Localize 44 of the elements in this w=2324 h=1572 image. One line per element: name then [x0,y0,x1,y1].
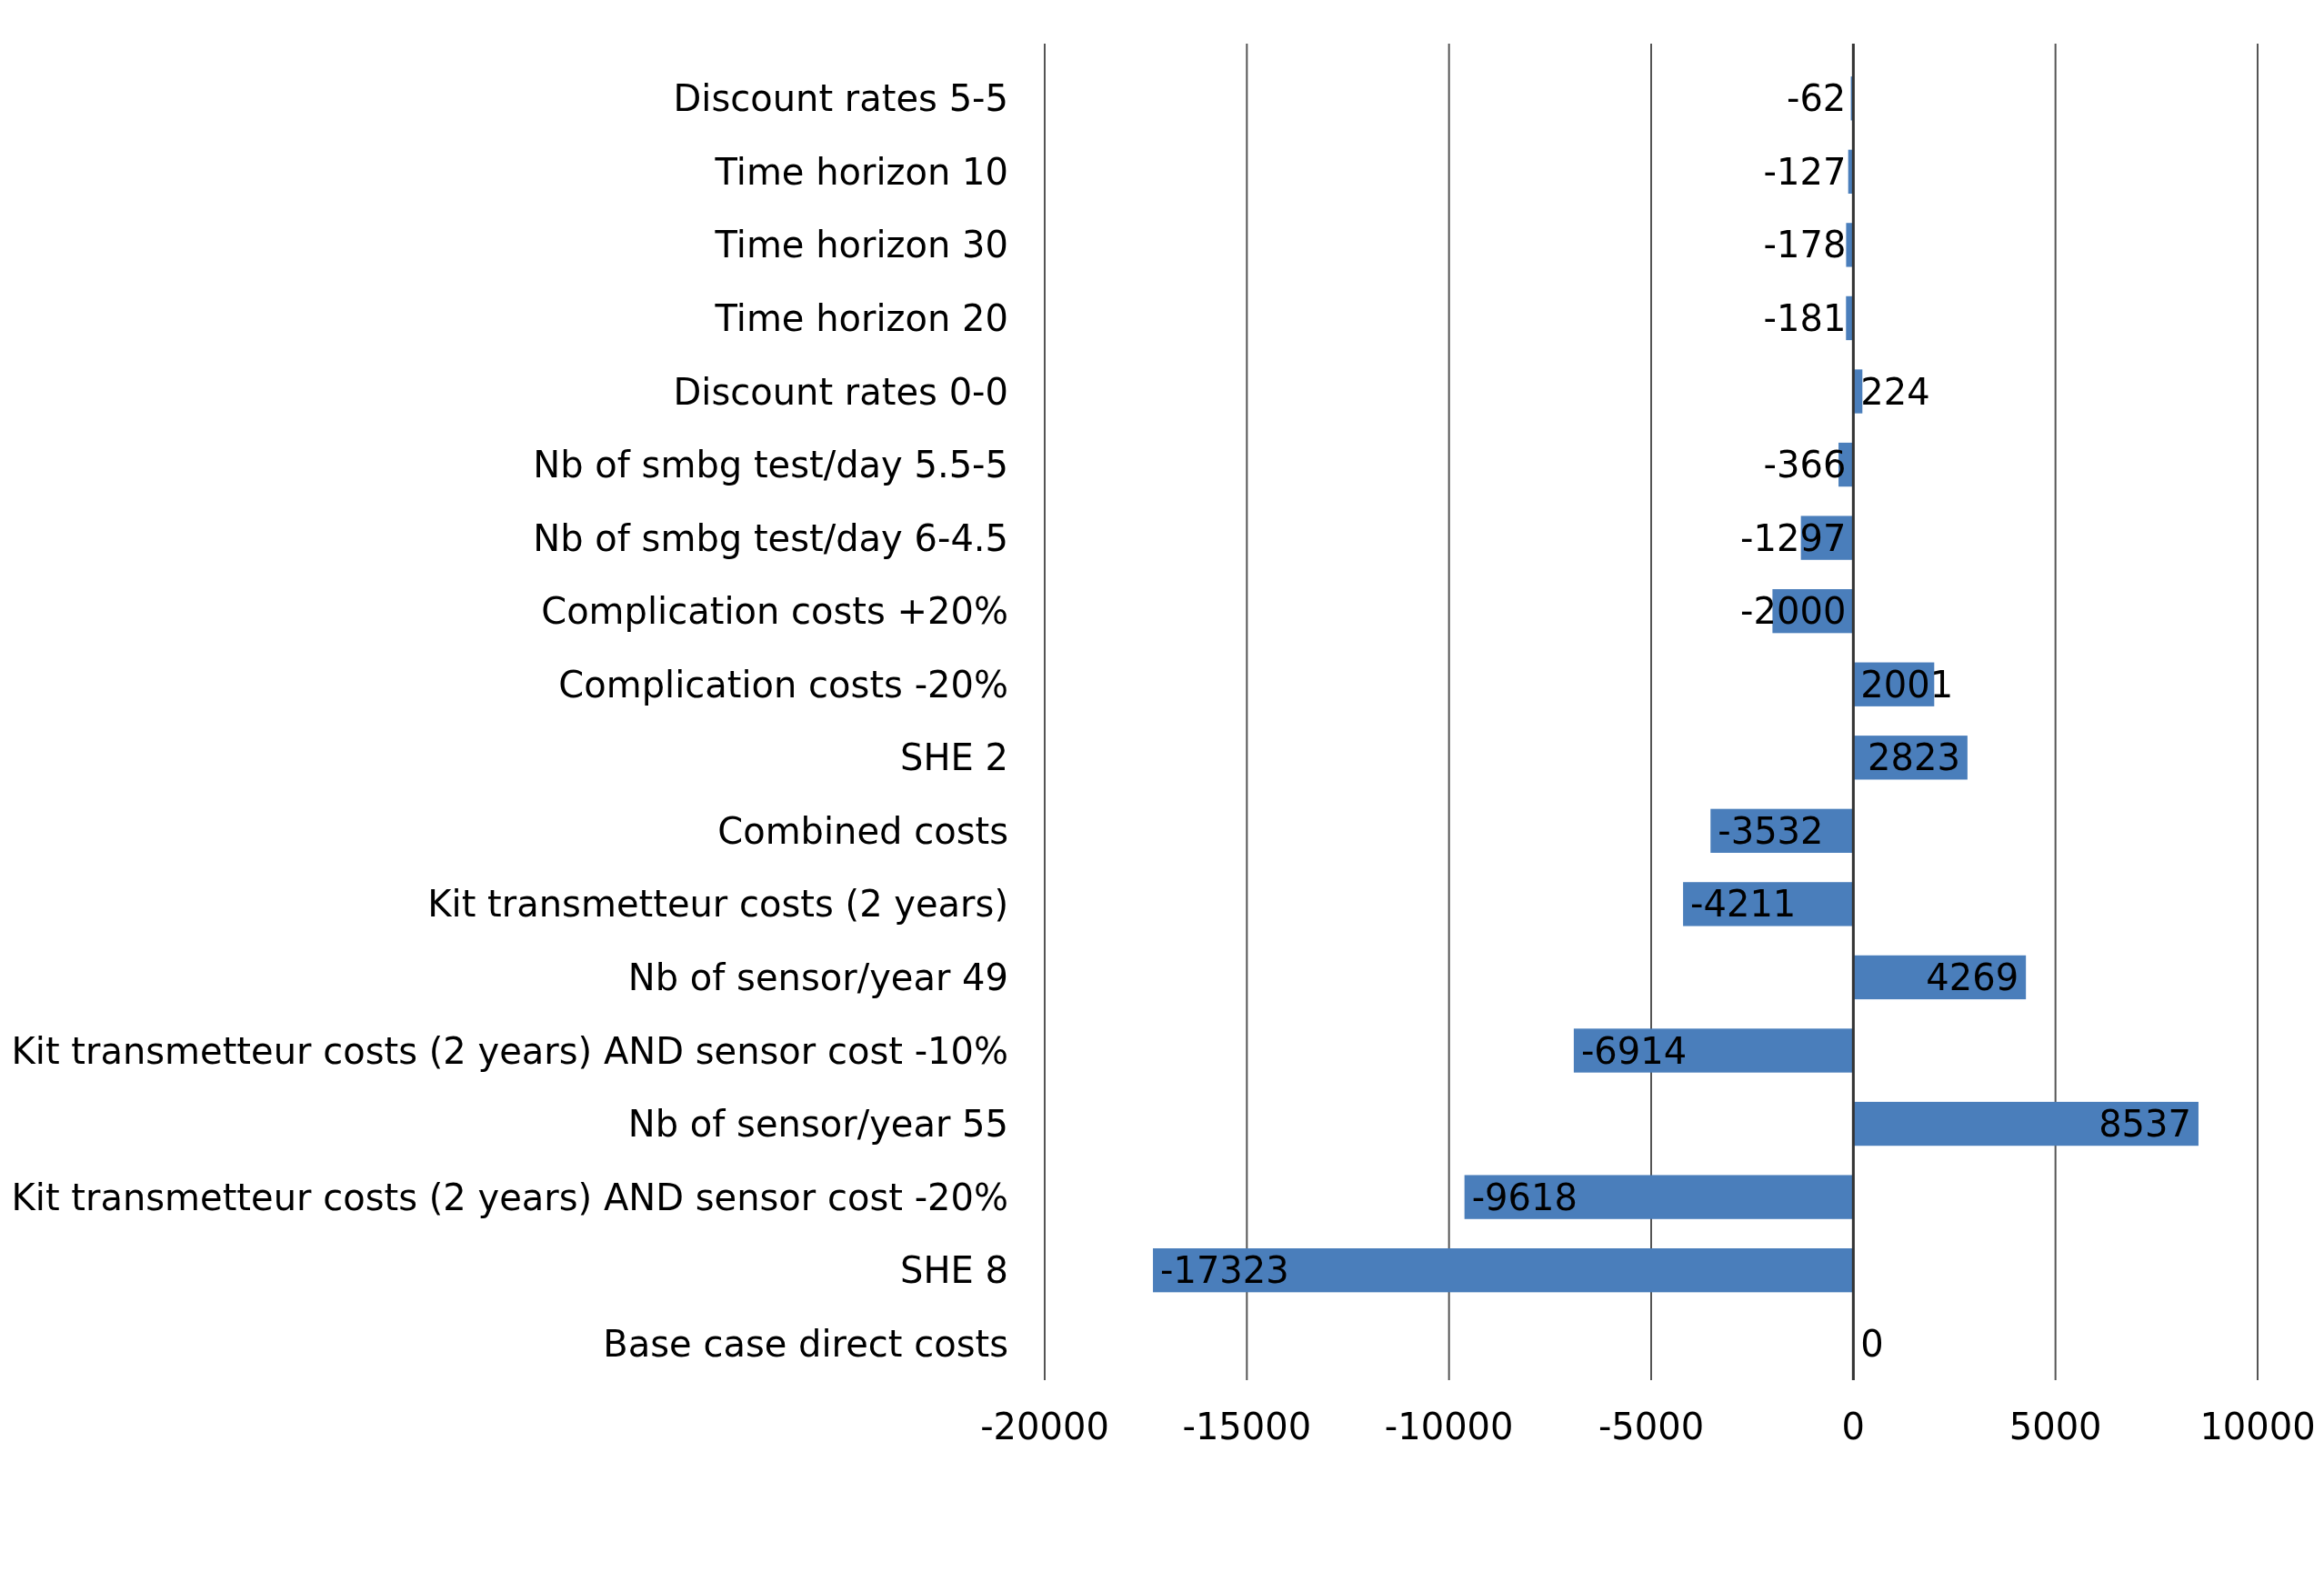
y-tick-label: Combined costs [717,809,1008,852]
y-tick-label: Time horizon 20 [714,296,1008,339]
y-tick-label: Complication costs +20% [541,590,1008,633]
y-tick-label: Discount rates 5-5 [673,77,1008,120]
data-label: -127 [1763,150,1847,193]
data-label: -6914 [1580,1029,1688,1072]
x-tick-label: -5000 [1598,1406,1705,1447]
y-tick-label: Kit transmetteur costs (2 years) [427,883,1008,926]
data-label: -3532 [1718,809,1824,852]
data-label: 2823 [1868,736,1960,779]
data-label: 0 [1860,1322,1884,1365]
y-tick-label: Nb of smbg test/day 6-4.5 [533,516,1008,559]
data-label: -9618 [1471,1176,1578,1218]
data-label: 224 [1860,370,1930,413]
y-tick-label: Discount rates 0-0 [673,370,1008,413]
data-label: 8537 [2099,1103,2191,1146]
x-tick-label: 0 [1841,1406,1866,1447]
bar [1853,1101,2199,1146]
data-label: -17323 [1160,1249,1289,1292]
y-tick-label: SHE 2 [900,736,1008,779]
y-tick-label: Base case direct costs [603,1322,1008,1365]
y-tick-label: Time horizon 10 [714,150,1008,193]
y-tick-label: Kit transmetteur costs (2 years) AND sensor cost -20% [11,1176,1008,1218]
bar [1846,223,1854,267]
y-tick-label: SHE 8 [900,1249,1008,1292]
y-tick-label: Complication costs -20% [558,663,1008,706]
data-label: 4269 [1926,956,2019,998]
x-tick-label: -20000 [980,1406,1109,1447]
data-label: -181 [1763,296,1847,339]
data-label: -178 [1763,224,1847,266]
bar [1464,1175,1854,1219]
bar [1153,1248,1854,1293]
data-label: -62 [1786,77,1847,120]
data-label: -4211 [1690,883,1797,926]
y-tick-label: Time horizon 30 [714,224,1008,266]
x-tick-label: 5000 [2008,1406,2102,1447]
y-tick-label: Kit transmetteur costs (2 years) AND sensor cost -10% [11,1029,1008,1072]
bar [1573,1028,1854,1073]
x-tick-label: -15000 [1182,1406,1312,1447]
y-tick-label: Nb of smbg test/day 5.5-5 [533,444,1008,486]
y-tick-label: Nb of sensor/year 49 [627,956,1008,998]
x-tick-label: 10000 [2199,1406,2316,1447]
x-tick-label: -10000 [1384,1406,1514,1447]
y-tick-label: Nb of sensor/year 55 [627,1103,1008,1146]
